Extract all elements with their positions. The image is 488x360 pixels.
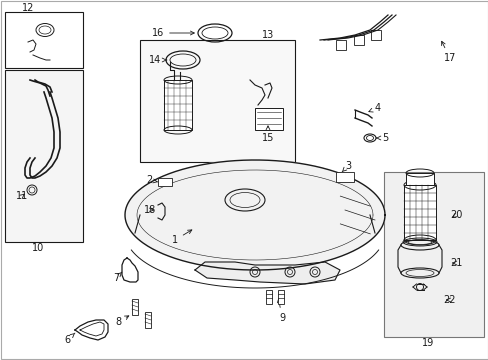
Bar <box>158 178 172 186</box>
Text: 18: 18 <box>143 205 156 215</box>
Bar <box>335 40 346 50</box>
Text: 8: 8 <box>115 316 128 327</box>
Text: 9: 9 <box>277 299 285 323</box>
Text: 12: 12 <box>22 3 34 13</box>
Bar <box>370 30 380 40</box>
Text: 3: 3 <box>342 161 350 172</box>
Text: 4: 4 <box>368 103 380 113</box>
Text: 15: 15 <box>261 126 274 143</box>
Text: 22: 22 <box>443 295 455 305</box>
Bar <box>335 172 353 182</box>
Text: 19: 19 <box>421 338 433 348</box>
Text: 14: 14 <box>148 55 166 65</box>
Bar <box>383 172 483 337</box>
Bar <box>163 80 192 130</box>
Bar <box>403 185 435 240</box>
Text: 2: 2 <box>145 175 157 185</box>
Text: 5: 5 <box>376 133 387 143</box>
Text: 21: 21 <box>449 258 461 268</box>
Bar <box>405 173 433 185</box>
Bar <box>5 12 83 68</box>
Bar <box>132 299 138 315</box>
Bar <box>140 40 294 162</box>
Text: 16: 16 <box>152 28 194 38</box>
Text: 11: 11 <box>16 191 28 201</box>
Text: 17: 17 <box>441 41 455 63</box>
Bar <box>278 290 284 304</box>
Polygon shape <box>195 262 339 284</box>
Text: 13: 13 <box>262 30 274 40</box>
Bar <box>254 108 283 130</box>
Bar <box>265 290 271 304</box>
Polygon shape <box>125 160 384 270</box>
Text: 1: 1 <box>172 230 191 245</box>
Text: 7: 7 <box>113 272 122 283</box>
Bar <box>145 312 151 328</box>
Bar <box>5 70 83 242</box>
Text: 10: 10 <box>32 243 44 253</box>
Text: 6: 6 <box>64 333 75 345</box>
Text: 20: 20 <box>449 210 461 220</box>
Bar <box>353 35 363 45</box>
